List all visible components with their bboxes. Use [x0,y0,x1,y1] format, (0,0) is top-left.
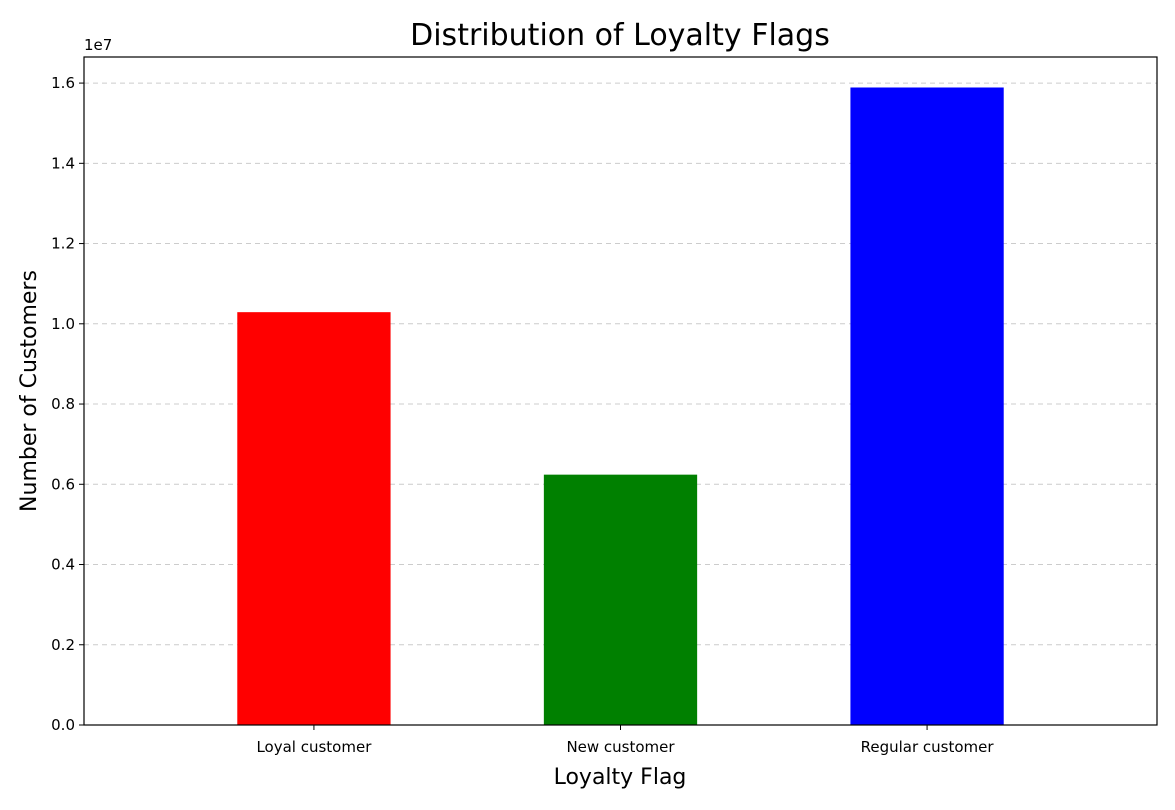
y-tick-label: 0.4 [51,556,75,574]
chart-title: Distribution of Loyalty Flags [410,18,830,53]
x-axis-label: Loyalty Flag [554,765,687,790]
y-tick-label: 0.6 [51,475,75,493]
y-tick-label: 1.2 [51,235,75,253]
bar-regular-customer [850,87,1004,726]
x-tick-label: New customer [566,738,675,756]
y-axis-label: Number of Customers [17,270,42,512]
y-axis-offset-label: 1e7 [84,36,112,54]
y-axis-ticks: 0.0 0.2 0.4 0.6 0.8 1.0 1.2 1.4 1.6 [51,74,84,734]
y-tick-label: 1.4 [51,154,75,172]
x-tick-label: Loyal customer [256,738,372,756]
x-tick-label: Regular customer [861,738,995,756]
y-tick-label: 0.8 [51,395,75,413]
y-tick-label: 1.0 [51,315,75,333]
bar-loyal-customer [237,312,391,725]
y-tick-label: 0.0 [51,716,75,734]
bars [237,87,1004,726]
y-tick-label: 0.2 [51,636,75,654]
y-tick-label: 1.6 [51,74,75,92]
x-axis-ticks: Loyal customer New customer Regular custom… [256,725,994,756]
bar-new-customer [543,474,698,725]
